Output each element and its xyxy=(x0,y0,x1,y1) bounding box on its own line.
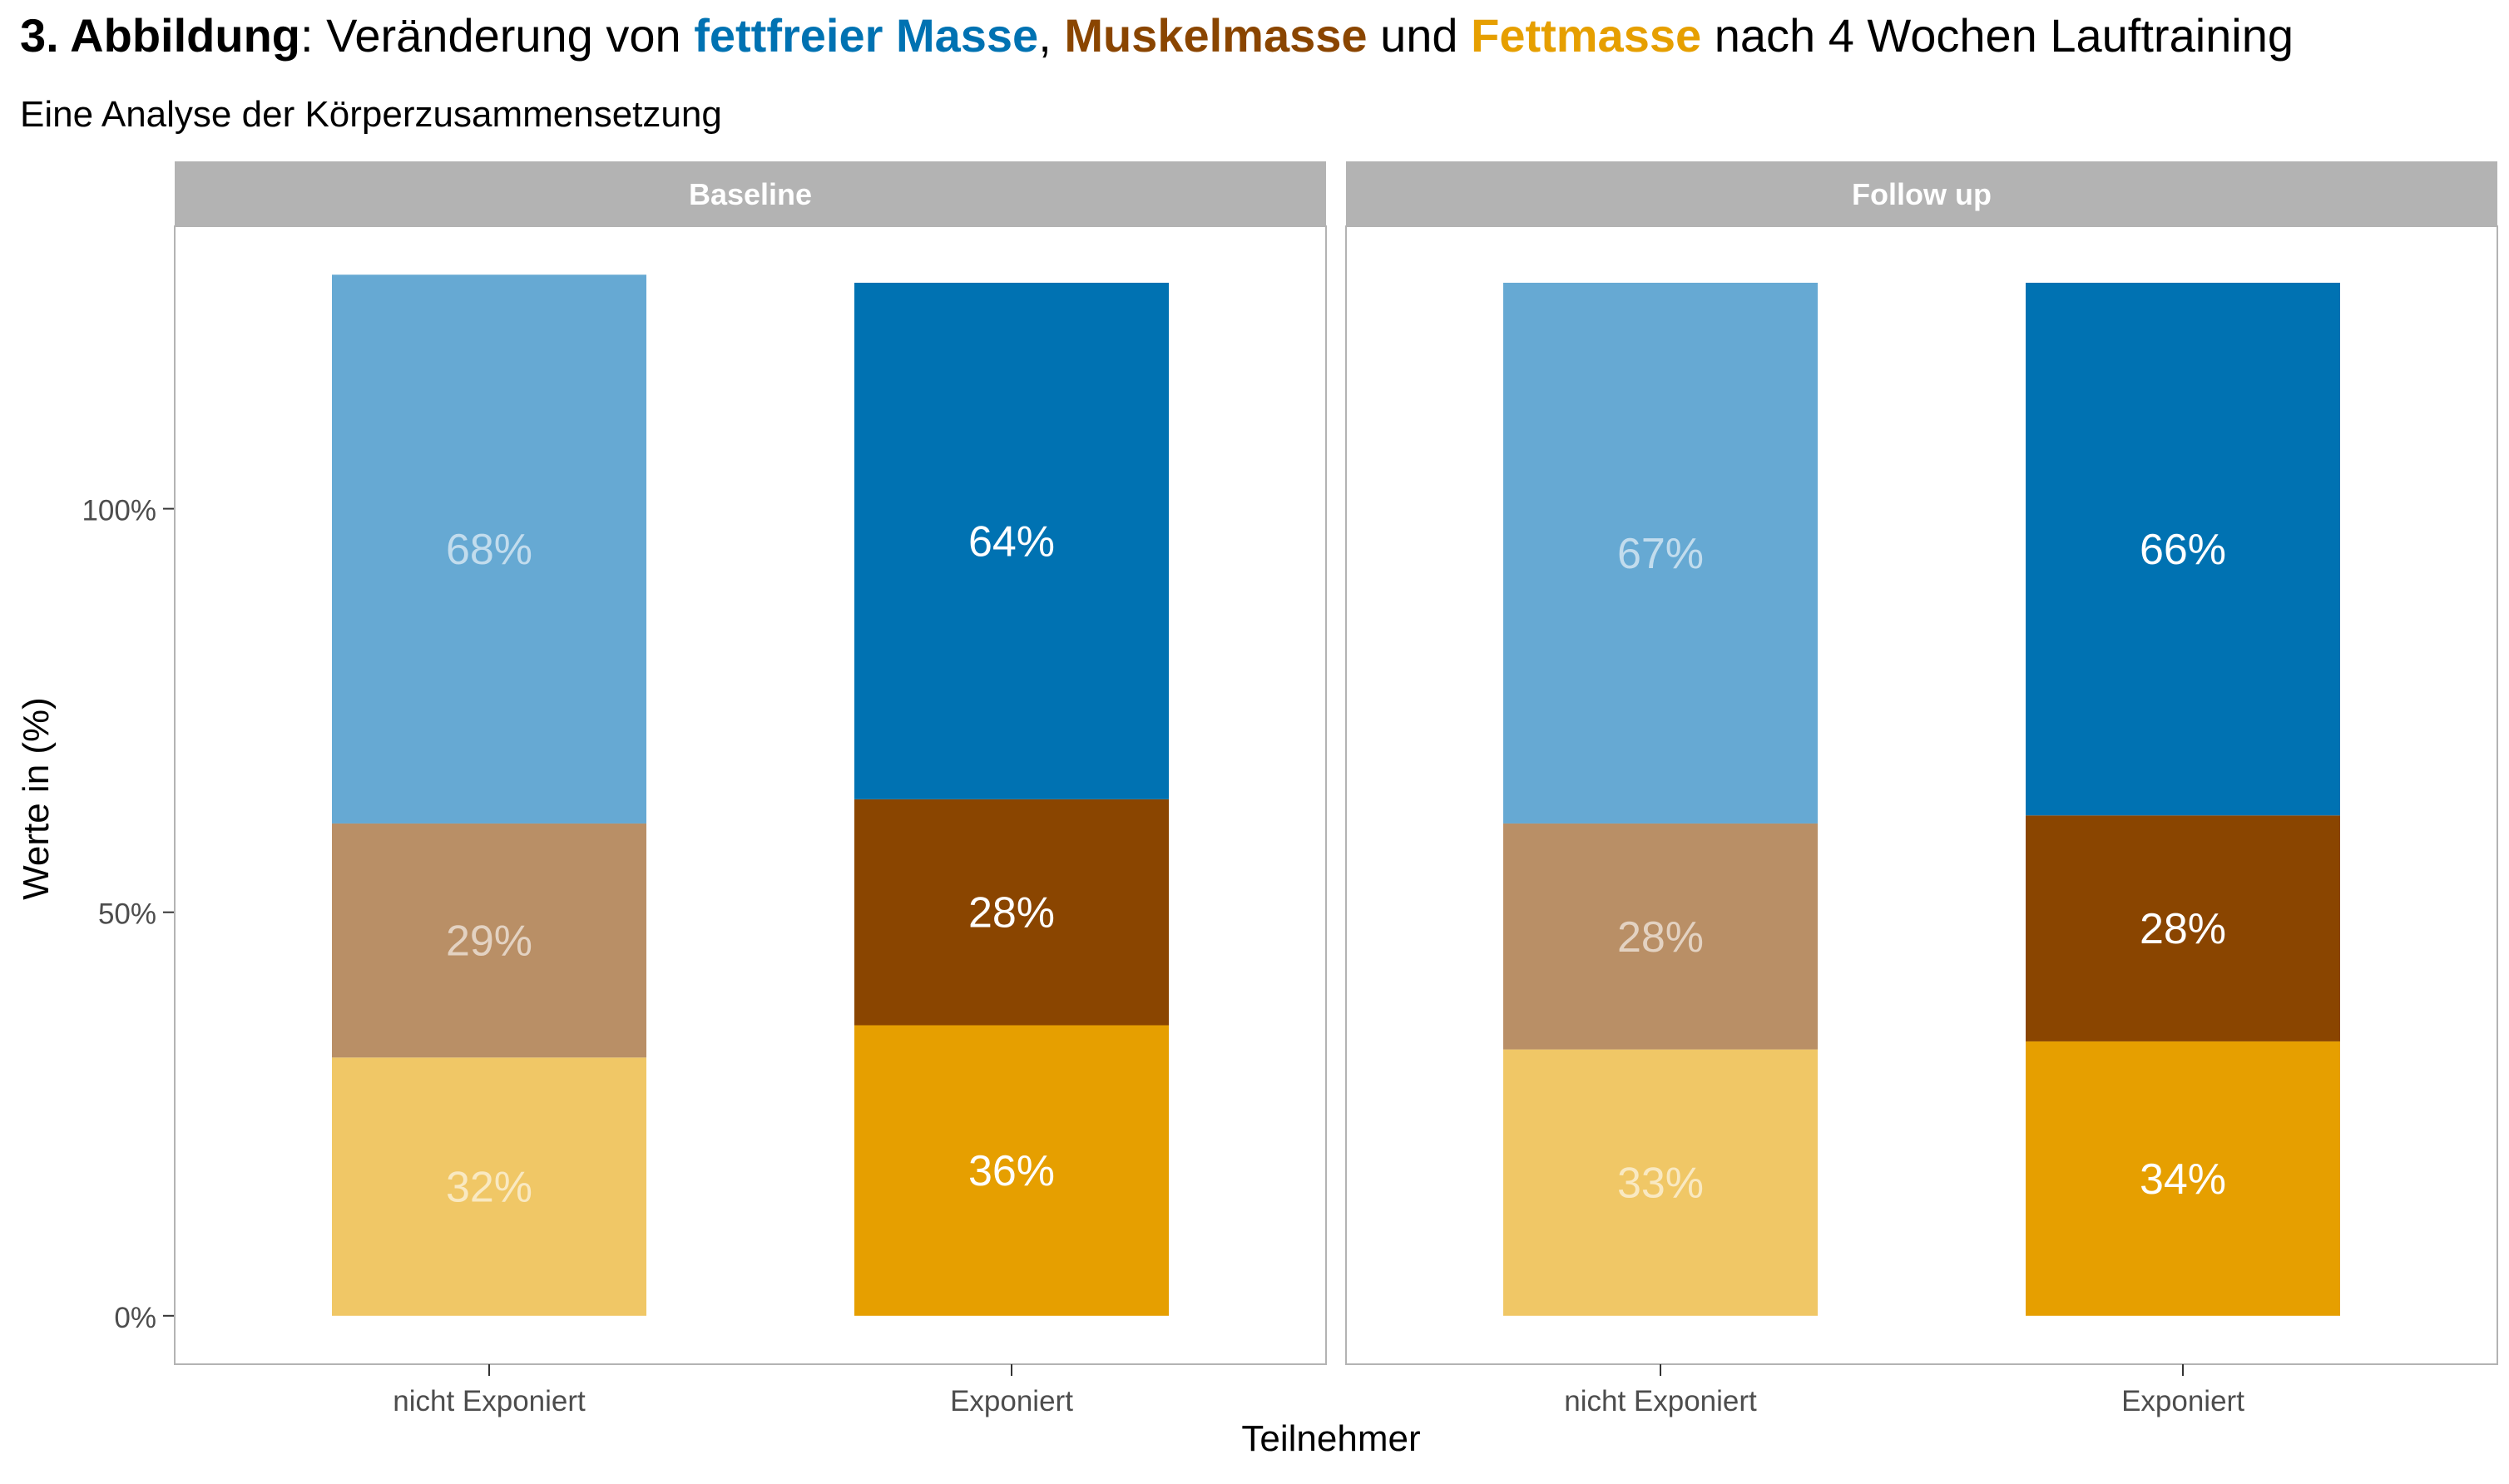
title-term-fettfreie-masse: fettfreier Masse xyxy=(694,9,1038,62)
bar-value-label: 67% xyxy=(1617,530,1704,578)
bar-value-label: 34% xyxy=(2140,1155,2226,1204)
title-prefix-bold: 3. Abbildung xyxy=(20,9,300,62)
bar-segment xyxy=(2026,282,2340,816)
title-prefix-rest: : Veränderung von xyxy=(300,9,694,62)
bar-value-label: 28% xyxy=(1617,913,1704,962)
bar-segment xyxy=(1503,823,1818,1050)
bar-value-label: 28% xyxy=(968,889,1055,937)
y-axis: 0% 50% 100% xyxy=(82,495,175,1334)
bar-value-label: 36% xyxy=(968,1147,1055,1195)
facet-panels: Baseline 32% 29% 68% nicht Exponiert 36% 28% 64… xyxy=(174,161,2498,1417)
bar-segment xyxy=(332,1057,646,1316)
facet-panel: Baseline 32% 29% 68% nicht Exponiert 36% 28% 64… xyxy=(174,161,1327,1417)
x-tick-label: nicht Exponiert xyxy=(393,1385,586,1417)
bar-segment xyxy=(2026,815,2340,1041)
x-tick-label: Exponiert xyxy=(2121,1385,2244,1417)
facet-strip xyxy=(175,161,1326,226)
title-separator-2: und xyxy=(1368,9,1472,62)
bar-segment xyxy=(332,823,646,1058)
chart-title: 3. Abbildung: Veränderung von fettfreier… xyxy=(20,9,2294,62)
bar-value-label: 68% xyxy=(446,526,532,574)
title-term-fettmasse: Fettmasse xyxy=(1471,9,1701,62)
bar-segment xyxy=(332,275,646,824)
y-tick-label: 0% xyxy=(114,1302,156,1334)
bar-segment xyxy=(854,1025,1169,1316)
bar-value-label: 66% xyxy=(2140,526,2226,574)
bar-value-label: 64% xyxy=(968,517,1055,566)
title-term-muskelmasse: Muskelmasse xyxy=(1064,9,1367,62)
x-axis-title: Teilnehmer xyxy=(1241,1418,1420,1459)
bar-segment xyxy=(1503,1049,1818,1316)
bar-segment xyxy=(854,282,1169,799)
facet-strip-label: Baseline xyxy=(689,177,812,211)
facet-strip-label: Follow up xyxy=(1852,177,1992,211)
y-tick-label: 50% xyxy=(98,898,156,931)
facet-panel: Follow up 33% 28% 67% nicht Exponiert 34% 28% 6… xyxy=(1345,161,2498,1417)
x-tick-label: nicht Exponiert xyxy=(1564,1385,1757,1417)
bar-segment xyxy=(2026,1041,2340,1316)
x-tick-label: Exponiert xyxy=(950,1385,1073,1417)
title-separator-1: , xyxy=(1038,9,1064,62)
bar-segment xyxy=(854,799,1169,1026)
facet-strip xyxy=(1346,161,2497,226)
bar-value-label: 29% xyxy=(446,918,532,966)
bar-value-label: 28% xyxy=(2140,905,2226,953)
bar-value-label: 32% xyxy=(446,1164,532,1212)
title-suffix: nach 4 Wochen Lauftraining xyxy=(1701,9,2294,62)
chart-subtitle: Eine Analyse der Körperzusammensetzung xyxy=(20,94,722,135)
bar-segment xyxy=(1503,282,1818,824)
y-axis-title: Werte in (%) xyxy=(16,697,57,900)
y-tick-label: 100% xyxy=(82,495,156,527)
bar-value-label: 33% xyxy=(1617,1160,1704,1208)
